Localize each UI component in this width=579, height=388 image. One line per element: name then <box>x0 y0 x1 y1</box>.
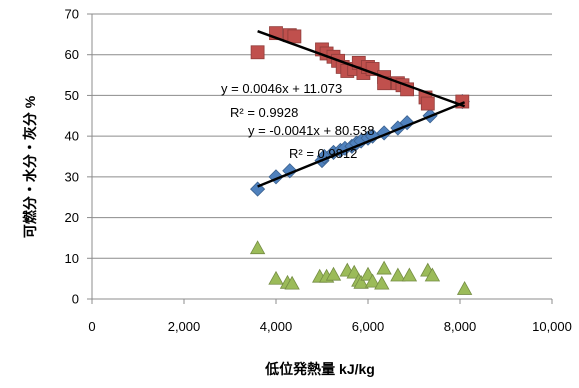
data-point-square <box>420 96 435 111</box>
trendlines <box>257 30 466 188</box>
series-2-square-markers <box>250 26 470 111</box>
trendline-series-2 <box>257 30 466 108</box>
data-point-triangle <box>249 240 266 255</box>
data-series <box>249 26 473 295</box>
data-point-triangle <box>376 260 392 275</box>
data-point-diamond <box>365 128 381 144</box>
trendline-r2-red: R² = 0.9812 <box>289 146 357 161</box>
data-point-triangle <box>284 275 300 290</box>
x-tick-label: 4,000 <box>260 319 293 334</box>
y-tick-label: 30 <box>65 169 79 184</box>
trendline-series-1 <box>257 101 466 188</box>
x-tick-label: 8,000 <box>444 319 477 334</box>
data-point-triangle <box>325 266 342 281</box>
data-point-square <box>250 45 265 60</box>
trendline-r2-blue: R² = 0.9928 <box>230 105 298 120</box>
axes: 0 10 20 30 40 50 60 70 0 2,000 4,000 6,000 8,000 10,0… <box>65 7 572 335</box>
y-tick-label: 50 <box>65 88 79 103</box>
x-tick-label: 0 <box>88 319 95 334</box>
series-1-diamond-markers <box>250 93 470 197</box>
data-point-triangle <box>424 267 441 282</box>
data-point-triangle <box>374 275 390 290</box>
series-3-triangle-markers <box>249 240 473 295</box>
y-tick-label: 0 <box>72 292 79 307</box>
x-axis-title: 低位発熱量 kJ/kg <box>264 361 375 377</box>
trendline-equation-blue: y = 0.0046x + 11.073 <box>221 81 342 96</box>
data-point-triangle <box>364 273 381 288</box>
data-point-triangle <box>401 267 418 282</box>
y-tick-label: 10 <box>65 251 79 266</box>
data-point-triangle <box>268 270 284 285</box>
y-tick-label: 60 <box>65 47 79 62</box>
data-point-triangle <box>390 267 406 282</box>
x-tick-label: 10,000 <box>532 319 572 334</box>
y-tick-label: 70 <box>65 7 79 22</box>
data-point-triangle <box>353 274 369 289</box>
y-tick-label: 20 <box>65 210 79 225</box>
trendline-equation-red: y = -0.0041x + 80.538 <box>248 123 374 138</box>
x-tick-label: 6,000 <box>352 319 385 334</box>
x-tick-label: 2,000 <box>168 319 201 334</box>
data-point-triangle <box>456 280 473 295</box>
y-axis-title: 可燃分・水分・灰分 % <box>22 95 38 238</box>
data-point-square <box>287 29 302 44</box>
y-tick-label: 40 <box>65 129 79 144</box>
